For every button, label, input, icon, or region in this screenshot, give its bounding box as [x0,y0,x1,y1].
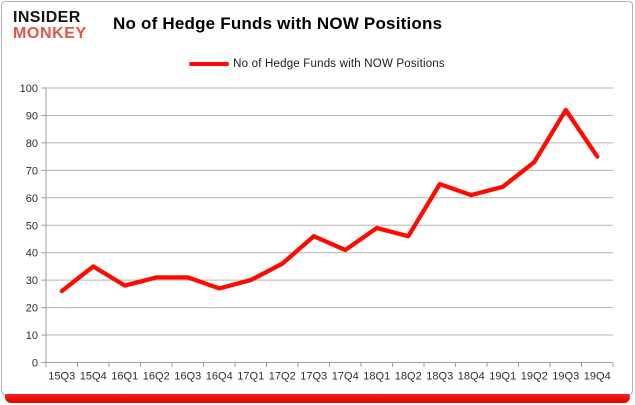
y-axis-label: 90 [26,110,38,122]
y-axis-label: 0 [32,358,38,370]
y-axis-label: 40 [26,248,38,260]
x-axis-label: 17Q1 [237,371,264,383]
x-axis-label: 16Q1 [111,371,138,383]
insider-monkey-logo: INSIDER MONKEY [13,10,87,41]
y-axis-label: 100 [20,83,38,95]
x-axis-label: 16Q4 [206,371,233,383]
bottom-red-bar [5,394,630,403]
legend-line-swatch [189,61,230,67]
logo-line-insider: INSIDER [13,9,81,26]
y-axis-label: 10 [26,330,38,342]
chart-legend: No of Hedge Funds with NOW Positions [2,58,632,70]
series-line [59,107,600,294]
x-axis-label: 16Q2 [143,371,170,383]
x-axis-label: 19Q3 [552,371,579,383]
y-axis-label: 60 [26,193,38,205]
x-axis-label: 15Q4 [80,371,107,383]
line-chart: 0 10 20 30 40 50 60 70 80 90 100 15Q3 15Q4 16Q1 16Q2 16… [20,83,614,383]
x-axis-label: 18Q4 [458,371,485,383]
y-axis-label: 50 [26,220,38,232]
x-axis-label: 17Q2 [269,371,296,383]
x-axis-label: 18Q1 [363,371,390,383]
x-axis-label: 18Q3 [426,371,453,383]
legend-label: No of Hedge Funds with NOW Positions [233,58,445,70]
x-axis-label: 16Q3 [174,371,201,383]
chart-title: No of Hedge Funds with NOW Positions [113,14,443,33]
x-axis-label: 19Q1 [489,371,516,383]
y-axis-label: 70 [26,165,38,177]
y-axis-label: 20 [26,303,38,315]
y-axis-label: 80 [26,138,38,150]
x-axis-label: 19Q4 [584,371,611,383]
y-axis-label: 30 [26,275,38,287]
x-axis-label: 15Q3 [48,371,75,383]
x-axis-label: 18Q2 [395,371,422,383]
x-axis-label: 17Q3 [300,371,327,383]
x-axis-label: 19Q2 [521,371,548,383]
logo-line-monkey: MONKEY [13,24,87,42]
x-axis-label: 17Q4 [332,371,359,383]
chart-card-background: INSIDER MONKEY No of Hedge Funds with NO… [1,1,633,395]
